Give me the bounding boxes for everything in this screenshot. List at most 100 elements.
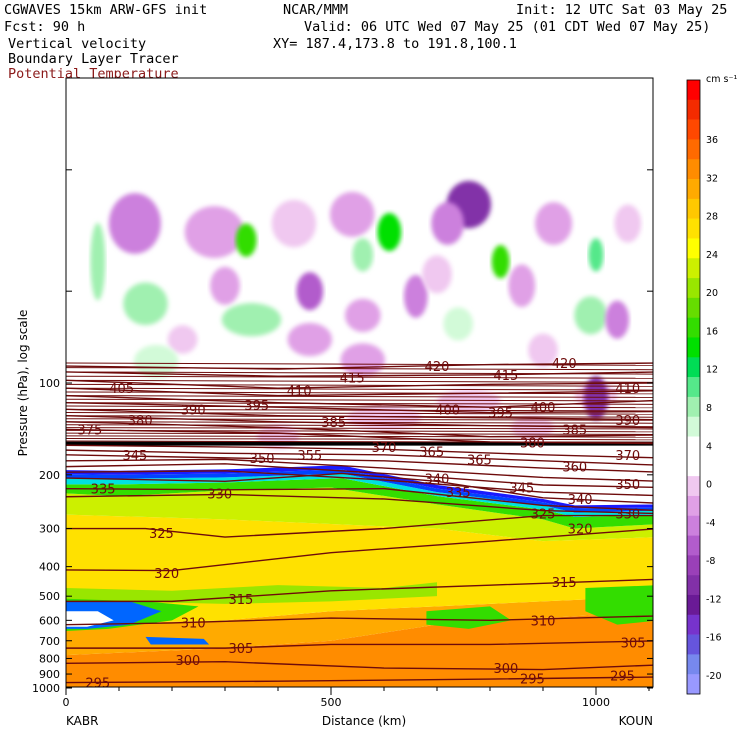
green-layer xyxy=(66,478,653,529)
theta-label: 315 xyxy=(552,576,577,591)
theta-contour-strat xyxy=(66,440,653,443)
x-tick-label: 500 xyxy=(321,696,342,709)
theta-label: 320 xyxy=(154,567,179,582)
y-tick-label: 600 xyxy=(39,614,60,627)
theta-contour-strat xyxy=(66,398,653,402)
colorbar-label: -4 xyxy=(706,518,715,529)
velocity-blob xyxy=(108,193,161,254)
colorbar-swatch xyxy=(687,258,700,279)
theta-contour-350 xyxy=(66,463,653,489)
theta-label: 335 xyxy=(91,483,116,498)
colorbar-swatch xyxy=(687,594,700,616)
velocity-blob xyxy=(287,322,333,357)
theta-label: 415 xyxy=(340,372,365,387)
theta-label: 360 xyxy=(562,461,587,476)
colorbar-swatch xyxy=(687,139,700,160)
theta-contour-320 xyxy=(66,528,653,572)
theta-label: 345 xyxy=(122,449,147,464)
theta-label: 350 xyxy=(615,478,640,493)
theta-contour-345 xyxy=(66,470,653,497)
colorbar-swatch xyxy=(687,179,700,200)
velocity-blob xyxy=(377,213,402,252)
theta-contour-strat xyxy=(66,421,653,424)
theta-contour-strat xyxy=(66,418,653,421)
velocity-blob xyxy=(431,202,464,245)
velocity-blob xyxy=(235,223,257,257)
theta-label: 375 xyxy=(77,423,102,438)
green-blob-far-right xyxy=(585,585,653,625)
colorbar-swatch xyxy=(687,80,700,101)
colorbar-label: -8 xyxy=(706,556,715,567)
velocity-blob xyxy=(535,202,573,245)
theta-label: 365 xyxy=(467,453,492,468)
velocity-blob xyxy=(210,266,240,305)
y-tick-label: 400 xyxy=(39,561,60,574)
field-vertical-velocity: Vertical velocity xyxy=(8,36,146,52)
colorbar-swatch xyxy=(687,416,700,437)
theta-contour-strat xyxy=(66,375,653,379)
velocity-blob xyxy=(352,238,374,272)
colorbar-swatch xyxy=(687,476,700,497)
velocity-blob xyxy=(167,325,198,354)
colorbar-label: 20 xyxy=(706,288,718,299)
colorbar-label: 16 xyxy=(706,326,718,337)
colorbar-swatch xyxy=(687,456,700,477)
colorbar-frame xyxy=(686,79,701,695)
colorbar-swatch xyxy=(687,535,700,556)
theta-contour-strat xyxy=(66,371,653,375)
blue-blob-low xyxy=(145,636,210,645)
theta-contour-strat xyxy=(66,402,653,405)
theta-contour-strat xyxy=(66,415,653,418)
theta-label: 320 xyxy=(568,523,593,538)
theta-contour-strat xyxy=(66,391,653,395)
org-label: NCAR/MMM xyxy=(283,2,348,18)
theta-label: 390 xyxy=(181,403,206,418)
theta-contour-295 xyxy=(66,676,653,684)
x-axis: 0 500 1000 xyxy=(63,687,650,709)
colorbar-label: 32 xyxy=(706,173,718,184)
velocity-blob xyxy=(588,238,604,272)
theta-label: 295 xyxy=(610,670,635,685)
theta-contour-310 xyxy=(66,615,653,626)
theta-contour-strat xyxy=(66,387,653,391)
x-tick-label: 0 xyxy=(63,696,70,709)
theta-label: 330 xyxy=(615,508,640,523)
colorbar-swatch xyxy=(687,654,700,675)
velocity-blob xyxy=(133,344,179,379)
colorbar-label: 24 xyxy=(706,250,718,261)
colorbar-label: 4 xyxy=(706,441,712,452)
theta-contour-360 xyxy=(66,454,653,473)
field-boundary-layer-tracer: Boundary Layer Tracer xyxy=(8,51,179,67)
colorbar-swatch xyxy=(687,337,700,358)
theta-contour-315 xyxy=(66,578,653,603)
colorbar-swatch xyxy=(687,674,700,695)
theta-label: 400 xyxy=(531,401,556,416)
theta-contour-335 xyxy=(66,487,653,511)
theta-contour-strat xyxy=(66,379,653,383)
green-blob-right xyxy=(426,606,512,629)
upper-pink-blob xyxy=(511,415,554,440)
potential-temperature-labels: 420 420 415 415 410 410 405 400 400 395 395 390 390 3… xyxy=(77,357,645,687)
green-streak xyxy=(66,582,437,604)
orange-layer xyxy=(66,611,653,687)
strong-downdraft-blob xyxy=(584,376,608,421)
theta-contour-365 xyxy=(66,449,653,466)
theta-contour-370 xyxy=(66,444,653,459)
theta-label: 410 xyxy=(615,382,640,397)
colorbar-swatch xyxy=(687,436,700,457)
colorbar-swatch xyxy=(687,198,700,219)
velocity-blob xyxy=(90,222,106,301)
potential-temperature-contours xyxy=(66,362,653,684)
theta-contour-300 xyxy=(66,661,653,671)
theta-label: 295 xyxy=(520,672,545,687)
velocity-blob xyxy=(605,300,630,339)
theta-contour-strat xyxy=(66,435,653,438)
theta-label: 355 xyxy=(297,449,322,464)
velocity-blob xyxy=(508,264,536,308)
velocity-blob xyxy=(422,255,452,294)
colorbar-swatch xyxy=(687,515,700,536)
theta-label: 385 xyxy=(321,416,346,431)
theta-contour-strat xyxy=(66,362,653,366)
theta-contour-strat xyxy=(66,427,653,430)
